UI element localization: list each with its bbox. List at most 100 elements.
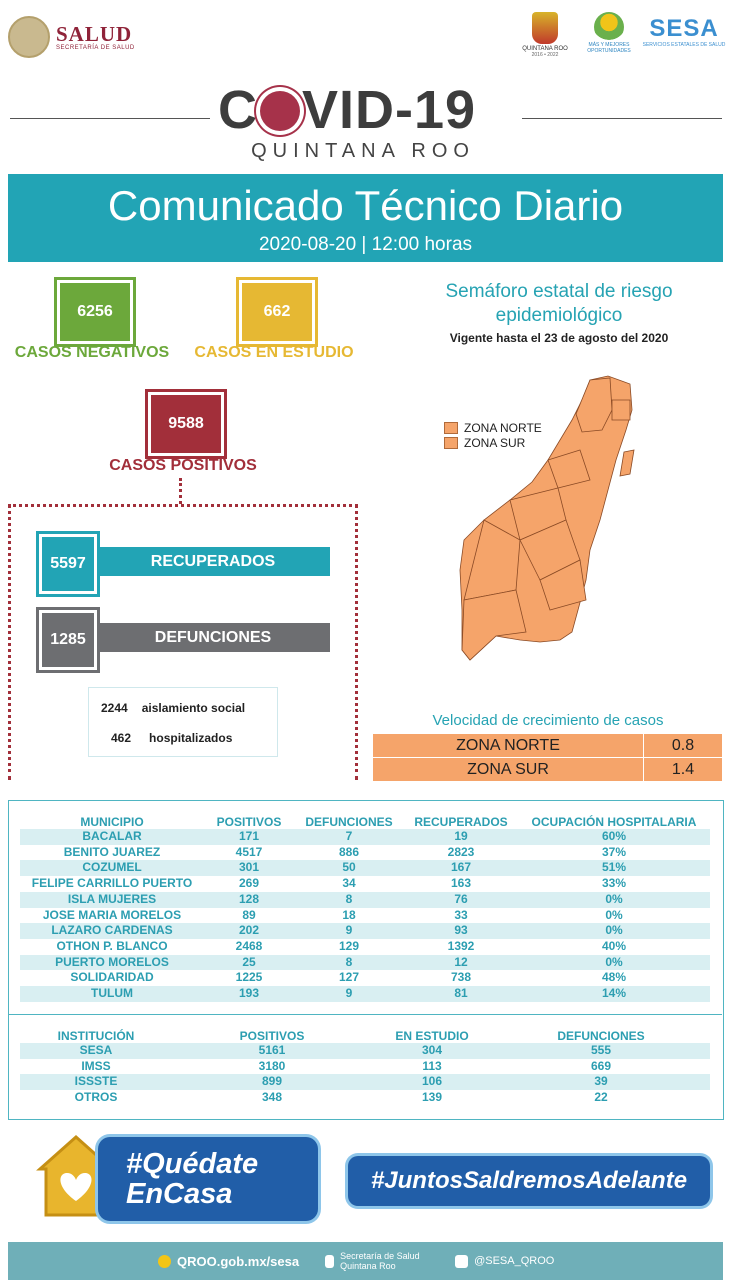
- table-cell: PUERTO MORELOS: [20, 954, 204, 971]
- legend-swatch-sur: [444, 436, 458, 449]
- table-cell: 9: [294, 923, 404, 939]
- table-cell: ISSSTE: [20, 1074, 172, 1091]
- footer-twitter-text[interactable]: @SESA_QROO: [474, 1255, 555, 1267]
- data-tables-frame: [8, 800, 724, 1120]
- hospitalizados-label: hospitalizados: [149, 731, 233, 745]
- table-row: SOLIDARIDAD 1225 127 738 48%: [20, 970, 710, 986]
- mexico-seal-icon: [8, 16, 50, 58]
- header-cell: POSITIVOS: [239, 1028, 305, 1043]
- covid-title-c: C: [218, 80, 258, 140]
- footer-web-link[interactable]: QROO.gob.mx/sesa: [177, 1253, 300, 1269]
- footer: QROO.gob.mx/sesa Secretaría de Salud Qui…: [8, 1242, 723, 1280]
- negativos-label: CASOS NEGATIVOS: [14, 344, 170, 361]
- table-cell: 40%: [601, 938, 627, 953]
- shield-icon: [532, 12, 558, 44]
- table-cell: 899: [172, 1074, 372, 1091]
- table-cell: 0%: [605, 907, 623, 922]
- qroo-logo-icon: [158, 1254, 171, 1268]
- table-cell: 1392: [447, 938, 475, 953]
- aislamiento-value: 2244: [101, 701, 128, 715]
- covid-title: C VID-19: [218, 80, 518, 140]
- table-cell: 9: [294, 986, 404, 1002]
- estudio-value: 662: [242, 283, 312, 341]
- table-cell: JOSE MARIA MORELOS: [42, 907, 182, 922]
- header-cell: OCUPACIÓN HOSPITALARIA: [531, 814, 697, 829]
- footer-twitter[interactable]: @SESA_QROO: [455, 1254, 555, 1268]
- oportunidades-logo: MÁS Y MEJORES OPORTUNIDADES: [583, 12, 635, 54]
- footer-facebook-text[interactable]: Secretaría de Salud Quintana Roo: [340, 1251, 420, 1271]
- recuperados-value: 5597: [42, 537, 94, 591]
- map-legend: ZONA NORTE ZONA SUR: [444, 420, 542, 450]
- legend-norte-label: ZONA NORTE: [464, 420, 542, 435]
- table-cell: 202: [204, 923, 294, 939]
- table-row: PUERTO MORELOS 25 8 12 0%: [20, 954, 710, 971]
- salud-logo: SALUD SECRETARÍA DE SALUD: [8, 16, 135, 58]
- table-row: JOSE MARIA MORELOS 89 18 33 0%: [20, 908, 710, 924]
- table-cell: 129: [338, 938, 360, 953]
- semaforo-title: Semáforo estatal de riesgo epidemiológic…: [445, 281, 673, 326]
- table-cell: 19: [404, 829, 518, 845]
- table-cell: 5161: [172, 1043, 372, 1059]
- table-cell: 304: [372, 1043, 492, 1059]
- table-cell: 33%: [601, 876, 627, 891]
- table-cell: 18: [342, 907, 356, 922]
- table-cell: FELIPE CARRILLO PUERTO: [31, 876, 193, 891]
- positivos-value: 9588: [151, 395, 221, 453]
- table-cell: 34: [342, 876, 356, 891]
- table-cell: COZUMEL: [20, 860, 204, 877]
- table-cell: 25: [204, 954, 294, 971]
- banner: Comunicado Técnico Diario 2020-08-20 | 1…: [8, 174, 723, 262]
- header-cell: DEFUNCIONES: [557, 1028, 645, 1043]
- oportunidades-text: MÁS Y MEJORES OPORTUNIDADES: [587, 42, 631, 54]
- defunciones-box: 1285: [36, 607, 100, 673]
- juntos-text: #JuntosSaldremosAdelante: [370, 1167, 688, 1194]
- velocidad-title: Velocidad de crecimiento de casos: [432, 712, 664, 729]
- table-cell: ISLA MUJERES: [20, 891, 204, 908]
- covid-title-rest: VID-19: [302, 80, 477, 140]
- header-cell: POSITIVOS: [216, 814, 282, 829]
- table-cell: 51%: [518, 860, 710, 877]
- sesa-logo: SESA SERVICIOS ESTATALES DE SALUD: [642, 15, 726, 49]
- table-cell: 193: [204, 986, 294, 1002]
- table-cell: 555: [492, 1043, 710, 1059]
- table-cell: 348: [261, 1090, 283, 1105]
- positivos-label: CASOS POSITIVOS: [109, 457, 257, 474]
- table-row: LAZARO CARDENAS 202 9 93 0%: [20, 923, 710, 939]
- table-cell: 2468: [235, 938, 263, 953]
- header-cell: RECUPERADOS: [414, 814, 508, 829]
- municipios-table: MUNICIPIO POSITIVOS DEFUNCIONES RECUPERA…: [20, 814, 710, 1002]
- title-rule-left: [10, 118, 210, 119]
- table-cell: 81: [404, 986, 518, 1002]
- quedate-line1: #Quédate: [126, 1148, 259, 1180]
- quintana-roo-logo-years: 2016 • 2022: [531, 52, 559, 58]
- footer-web[interactable]: QROO.gob.mx/sesa: [158, 1254, 299, 1269]
- header-cell: INSTITUCIÓN: [57, 1028, 135, 1043]
- table-cell: BENITO JUAREZ: [63, 844, 161, 859]
- estudio-label: CASOS EN ESTUDIO: [194, 344, 354, 361]
- table-cell: IMSS: [81, 1058, 111, 1073]
- sesa-title: SESA: [649, 15, 719, 42]
- table-cell: 128: [204, 891, 294, 908]
- zona-cell: ZONA SUR: [372, 757, 644, 782]
- table-cell: 39: [492, 1074, 710, 1091]
- header-cell: DEFUNCIONES: [305, 814, 393, 829]
- table-row: OTROS 348 139 22: [20, 1090, 710, 1106]
- estudio-box: 662: [236, 277, 318, 347]
- title-rule-right: [522, 118, 722, 119]
- table-cell: 8: [294, 891, 404, 908]
- quedate-en-casa-banner: #Quédate EnCasa: [98, 1137, 318, 1221]
- table-row: ZONA SUR 1.4: [372, 757, 723, 782]
- quedate-line2: EnCasa: [126, 1178, 233, 1210]
- recuperados-box: 5597: [36, 531, 100, 597]
- table-row: COZUMEL 301 50 167 51%: [20, 860, 710, 877]
- table-cell: 113: [422, 1058, 442, 1073]
- table-row: BACALAR 171 7 19 60%: [20, 829, 710, 845]
- virus-icon: [260, 90, 300, 131]
- header-cell: EN ESTUDIO: [395, 1028, 469, 1043]
- table-cell: OTROS: [74, 1090, 118, 1105]
- semaforo-vigencia: Vigente hasta el 23 de agosto del 2020: [449, 331, 669, 345]
- negativos-box: 6256: [54, 277, 136, 347]
- table-cell: 33: [454, 907, 468, 922]
- covid-subtitle: QUINTANA ROO: [251, 140, 475, 162]
- footer-facebook[interactable]: Secretaría de Salud Quintana Roo: [325, 1251, 435, 1271]
